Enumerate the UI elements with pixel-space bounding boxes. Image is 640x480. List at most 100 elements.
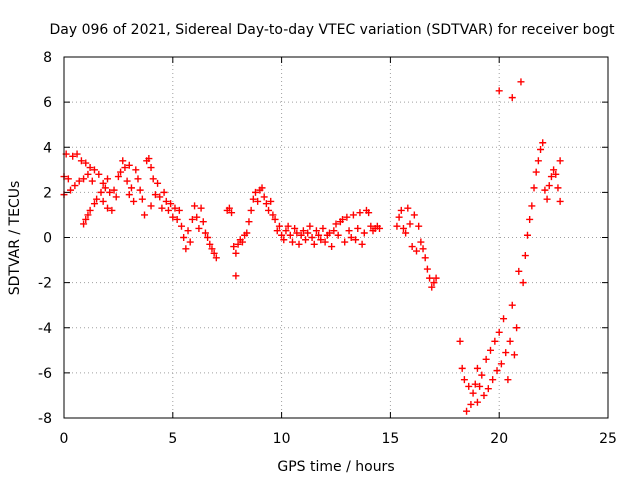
data-point [515, 267, 523, 275]
data-point [104, 204, 112, 212]
data-point [528, 202, 536, 210]
data-point [86, 164, 94, 172]
data-point [249, 195, 257, 203]
data-point [469, 389, 477, 397]
data-point [295, 240, 303, 248]
data-point [541, 186, 549, 194]
data-point [141, 211, 149, 219]
data-point [95, 170, 103, 178]
y-tick-label: -4 [38, 321, 52, 337]
data-point [360, 229, 368, 237]
data-point [75, 177, 83, 185]
data-point [267, 197, 275, 205]
data-point [406, 220, 414, 228]
y-tick-label: -8 [38, 411, 52, 427]
data-point [526, 215, 534, 223]
data-point [184, 227, 192, 235]
x-tick-label: 25 [599, 431, 617, 447]
data-point [230, 243, 238, 251]
data-point [460, 376, 468, 384]
data-point [493, 367, 501, 375]
data-point [513, 324, 521, 332]
data-point [117, 168, 125, 176]
data-point [356, 209, 364, 217]
data-point [319, 224, 327, 232]
data-point [238, 238, 246, 246]
data-point [506, 337, 514, 345]
data-point [508, 301, 516, 309]
data-point [465, 382, 473, 390]
chart-title: Day 096 of 2021, Sidereal Day-to-day VTE… [49, 22, 615, 38]
data-point [489, 376, 497, 384]
data-point [532, 168, 540, 176]
data-point [130, 197, 138, 205]
data-point [80, 220, 88, 228]
data-point [99, 197, 107, 205]
data-point [286, 231, 294, 239]
data-point [201, 229, 209, 237]
x-tick-label: 5 [168, 431, 177, 447]
data-point [110, 186, 118, 194]
data-point [251, 188, 259, 196]
x-tick-label: 0 [60, 431, 69, 447]
data-point [428, 283, 436, 291]
data-point [278, 231, 286, 239]
data-point [260, 193, 268, 201]
data-point [138, 195, 146, 203]
data-point [339, 215, 347, 223]
data-point [552, 170, 560, 178]
data-point [310, 240, 318, 248]
data-point [280, 236, 288, 244]
data-point [245, 218, 253, 226]
data-point [410, 211, 418, 219]
data-point [413, 247, 421, 255]
data-point [206, 240, 214, 248]
data-point [491, 337, 499, 345]
data-point [554, 184, 562, 192]
data-point [478, 371, 486, 379]
data-point [173, 215, 181, 223]
data-point [456, 337, 464, 345]
data-point [484, 385, 492, 393]
data-point [467, 400, 475, 408]
data-point [132, 166, 140, 174]
data-point [504, 376, 512, 384]
data-point [486, 346, 494, 354]
data-point [106, 188, 114, 196]
data-point [393, 222, 401, 230]
data-point [395, 213, 403, 221]
data-point [397, 206, 405, 214]
data-point [265, 206, 273, 214]
data-point [473, 364, 481, 372]
data-point [354, 224, 362, 232]
data-point [508, 94, 516, 102]
data-point [510, 351, 518, 359]
data-point [284, 222, 292, 230]
data-point [191, 202, 199, 210]
data-point [243, 229, 251, 237]
data-point [480, 391, 488, 399]
data-point [347, 234, 355, 241]
data-point [64, 175, 72, 183]
data-point [365, 209, 373, 217]
data-point [419, 245, 427, 253]
y-tick-label: 8 [43, 50, 52, 66]
data-point [404, 204, 412, 212]
y-tick-label: 0 [43, 231, 52, 247]
grid [64, 57, 608, 418]
data-point [519, 279, 527, 287]
y-tick-label: 4 [43, 140, 52, 156]
data-point [127, 184, 135, 192]
data-point [234, 240, 242, 248]
data-point [426, 274, 434, 282]
y-axis-label: SDTVAR / TECUs [7, 181, 23, 296]
y-tick-label: -6 [38, 366, 52, 382]
data-point [82, 215, 90, 223]
y-ticks: -8 -6 -4 -2 0 2 4 6 8 [38, 50, 608, 427]
data-point [104, 175, 112, 183]
data-point [299, 227, 307, 235]
data-point [530, 184, 538, 192]
data-point [169, 213, 177, 221]
data-point [125, 161, 133, 169]
